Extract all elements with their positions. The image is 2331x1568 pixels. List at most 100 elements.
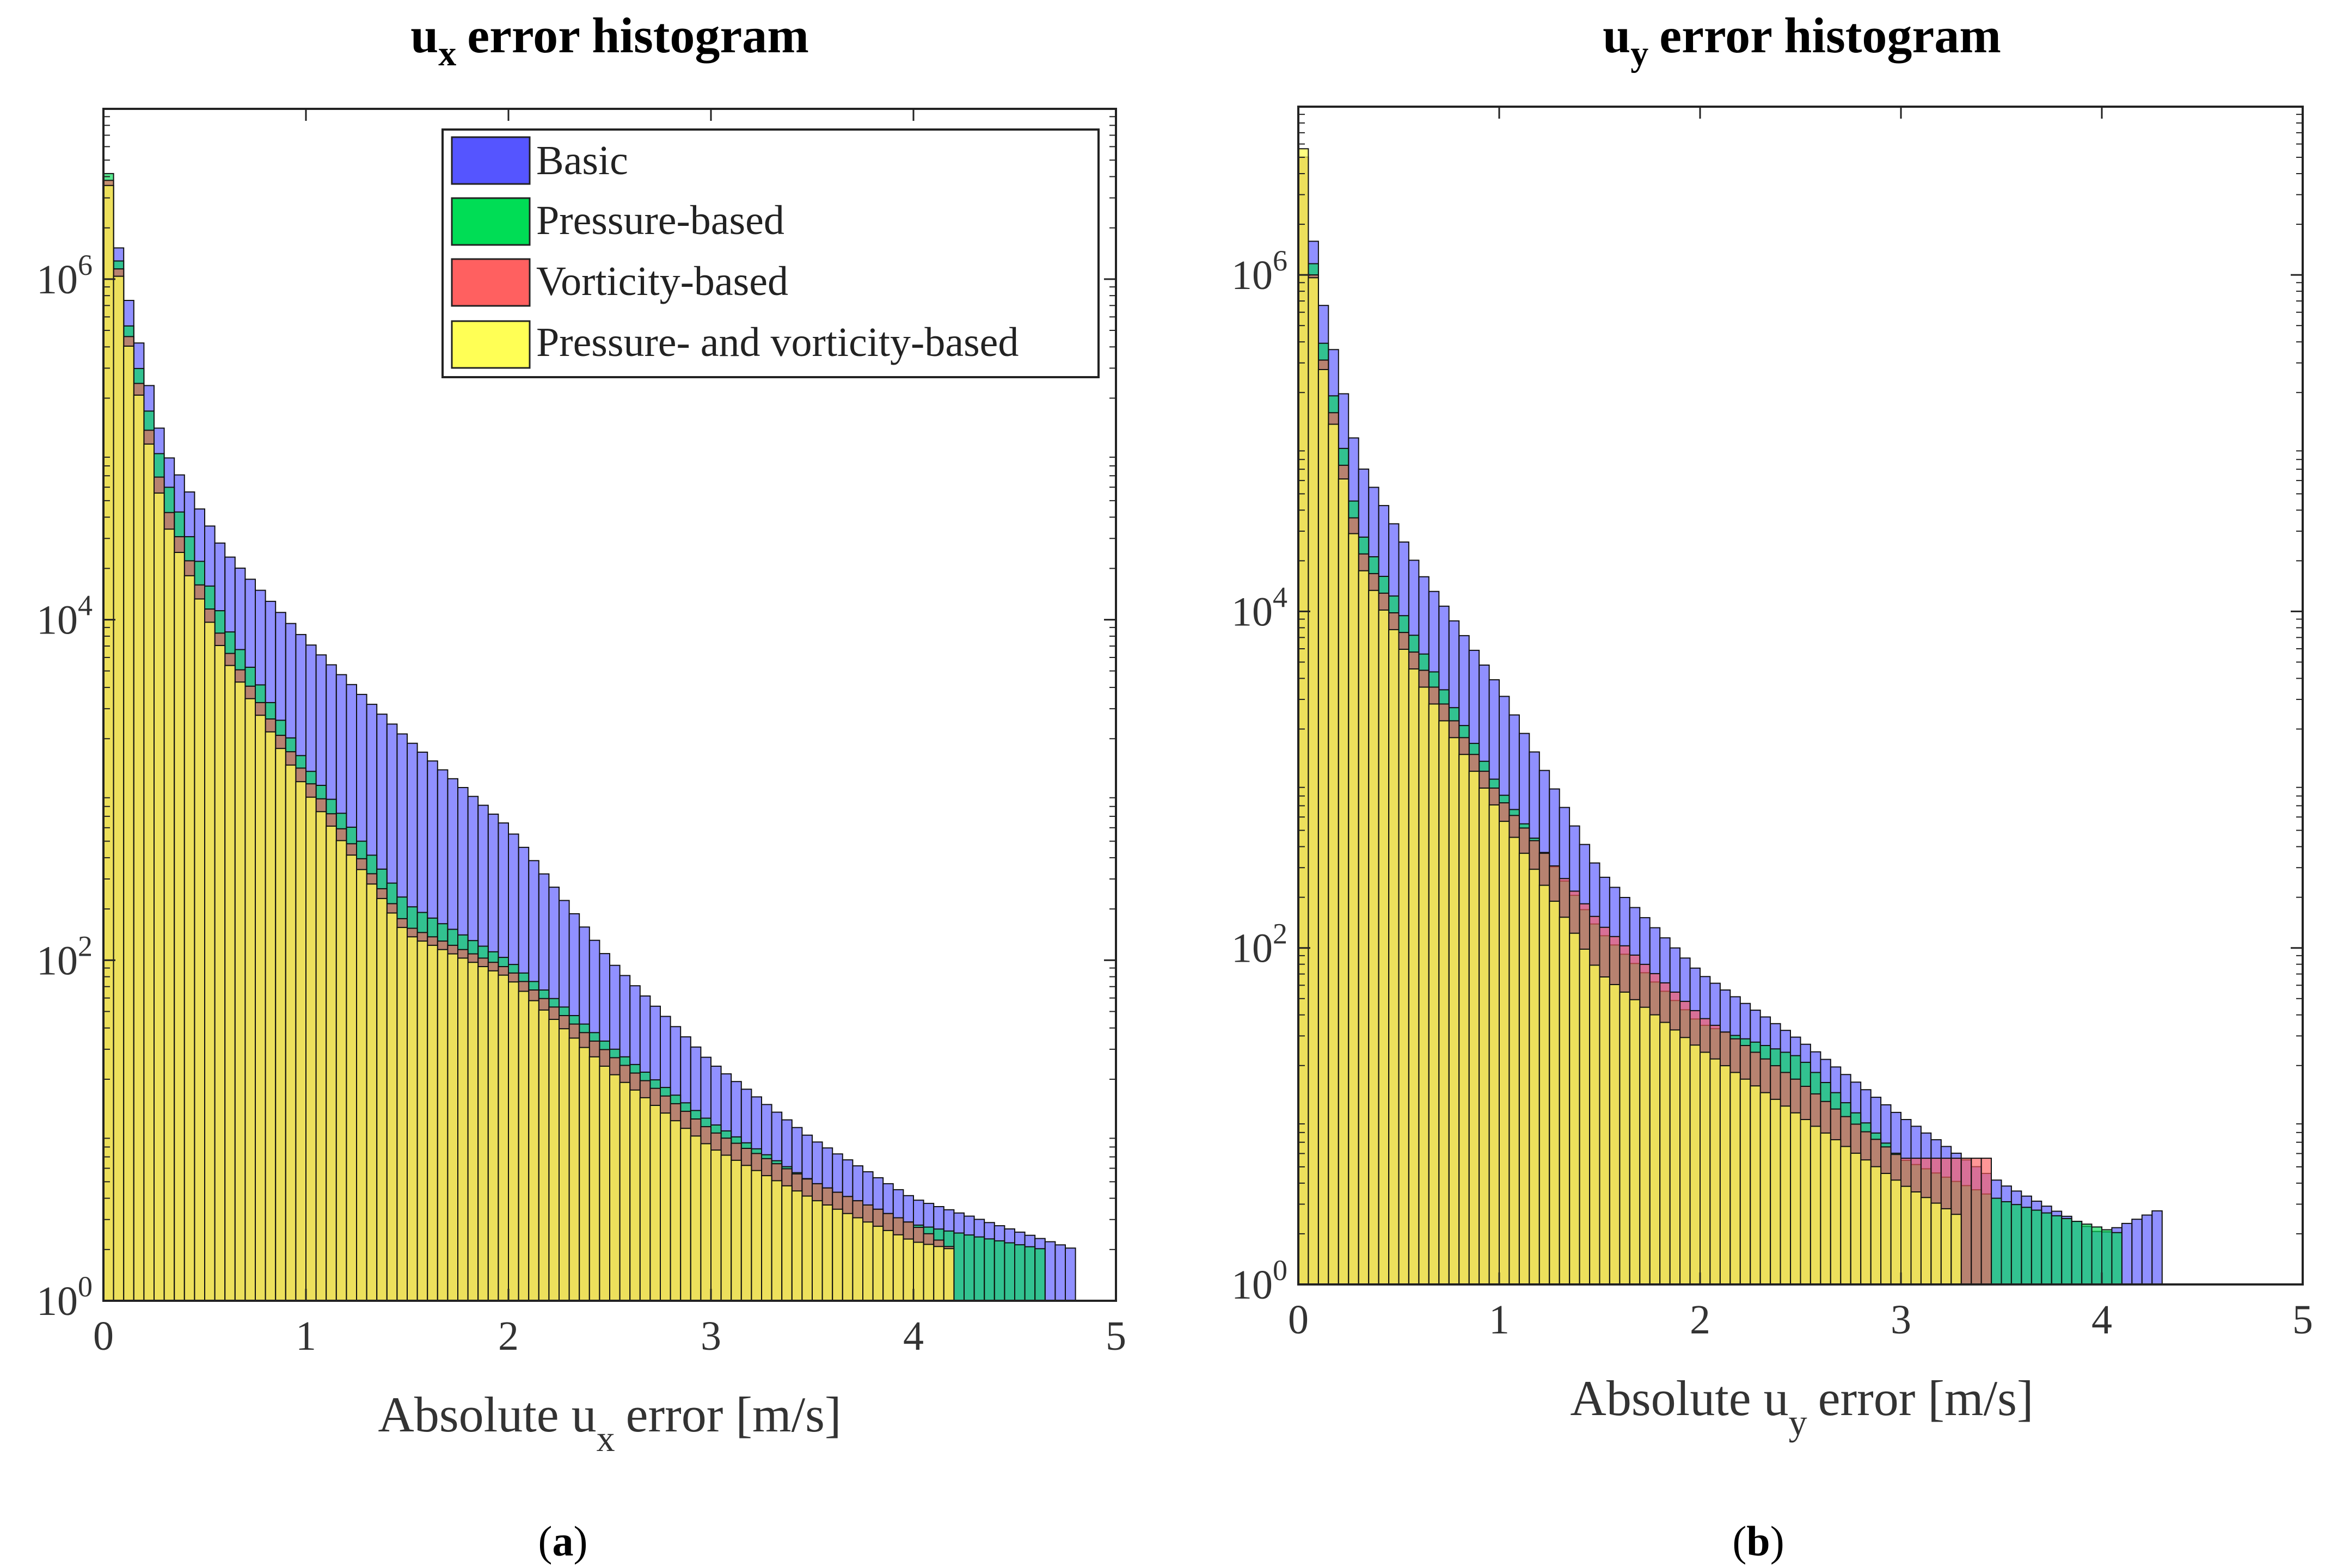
series-pressure-and-vorticity-based: [103, 185, 955, 1302]
histogram-bar: [518, 991, 530, 1301]
histogram-bar: [609, 1074, 621, 1301]
histogram-bar: [1739, 1078, 1751, 1286]
legend-swatch-basic: [451, 136, 531, 185]
histogram-bar: [1004, 1242, 1016, 1301]
histogram-bar: [1850, 1152, 1862, 1285]
histogram-bar: [133, 395, 145, 1301]
histogram-bar: [477, 966, 489, 1301]
histogram-bar: [2121, 1222, 2133, 1285]
histogram-bar: [194, 598, 205, 1301]
histogram-bar: [1438, 720, 1450, 1285]
series-pressure-and-vorticity-based: [1298, 148, 1962, 1286]
histogram-bar: [2071, 1221, 2083, 1286]
histogram-bar: [1408, 668, 1420, 1285]
histogram-bar: [214, 645, 226, 1301]
histogram-bar: [376, 897, 388, 1301]
histogram-bar: [933, 1246, 944, 1302]
histogram-bar: [1589, 964, 1600, 1285]
histogram-bar: [2061, 1217, 2072, 1285]
histogram-bar: [1709, 1058, 1721, 1285]
x-tick-label: 1: [1489, 1297, 1510, 1343]
x-tick-label: 2: [498, 1313, 519, 1359]
histogram-bar: [1669, 1029, 1681, 1286]
histogram-bar: [903, 1238, 915, 1302]
histogram-bar: [427, 944, 438, 1301]
legend-entry-vorticity-based: Vorticity-based: [451, 258, 788, 307]
panel-a-x-axis-label: Absolute ux error [m/s]: [378, 1387, 841, 1459]
histogram-bar: [457, 957, 469, 1301]
histogram-bar: [1529, 869, 1540, 1285]
histogram-bar: [1900, 1185, 1912, 1285]
histogram-bar: [2141, 1214, 2153, 1285]
panel-a-plot-frame: [102, 108, 1117, 1302]
histogram-bar: [1971, 1158, 1982, 1286]
panel-a-x-ticks: 0 1 2 3 4 5: [93, 109, 1126, 1359]
histogram-bar: [407, 936, 418, 1302]
x-tick-label: 1: [296, 1313, 316, 1359]
histogram-bar: [1609, 984, 1621, 1285]
histogram-bar: [1328, 423, 1339, 1285]
legend-box: [441, 128, 1100, 378]
x-tick-label: 0: [93, 1313, 114, 1359]
histogram-bar: [2101, 1229, 2113, 1285]
histogram-bar: [629, 1089, 641, 1302]
histogram-bar: [487, 970, 499, 1302]
histogram-bar: [1014, 1244, 1026, 1302]
histogram-bar: [1065, 1247, 1076, 1301]
histogram-bar: [1830, 1139, 1842, 1286]
histogram-bar: [1054, 1244, 1066, 1302]
histogram-bar: [761, 1175, 772, 1302]
histogram-bar: [1820, 1132, 1831, 1286]
histogram-bar: [599, 1066, 611, 1301]
histogram-bar: [1388, 629, 1400, 1285]
y-tick-label: 104: [1231, 581, 1287, 635]
panel-a: ux error histogram 100 102 104 106 0 1 2 3 4 5 Ab…: [36, 8, 1126, 1565]
histogram-bar: [103, 185, 114, 1301]
histogram-bar: [2091, 1226, 2103, 1285]
histogram-bar: [892, 1234, 904, 1302]
histogram-bar: [639, 1097, 651, 1302]
histogram-bar: [123, 346, 134, 1301]
x-tick-label: 5: [2292, 1297, 2313, 1343]
histogram-bar: [1034, 1248, 1046, 1302]
histogram-bar: [1488, 804, 1500, 1285]
histogram-bar: [1800, 1119, 1811, 1285]
histogram-bar: [1639, 1006, 1651, 1285]
panel-b-caption: (b): [1732, 1517, 1784, 1565]
histogram-bar: [619, 1081, 631, 1302]
legend: Basic Pressure-based Vorticity-based Pre…: [441, 128, 1100, 378]
histogram-bar: [204, 622, 216, 1301]
histogram-bar: [1700, 1052, 1711, 1286]
panel-b-x-axis-label: Absolute uy error [m/s]: [1570, 1370, 2033, 1443]
histogram-bar: [1991, 1197, 2002, 1286]
histogram-bar: [1308, 277, 1319, 1285]
histogram-bar: [842, 1213, 854, 1301]
legend-entry-pressure-and-vorticity-based: Pressure- and vorticity-based: [451, 319, 1019, 369]
histogram-bar: [993, 1240, 1005, 1301]
histogram-bar: [1619, 991, 1630, 1285]
histogram-bar: [568, 1037, 580, 1302]
histogram-bar: [1960, 1158, 1972, 1286]
histogram-bar: [781, 1185, 793, 1302]
histogram-bar: [1348, 533, 1359, 1285]
histogram-bar: [2041, 1212, 2052, 1286]
histogram-bar: [285, 764, 297, 1301]
histogram-bar: [973, 1236, 985, 1301]
histogram-bar: [771, 1180, 783, 1301]
histogram-bar: [832, 1208, 843, 1302]
histogram-bar: [2021, 1207, 2032, 1286]
histogram-bar: [1689, 1044, 1701, 1285]
histogram-bar: [1338, 478, 1349, 1285]
histogram-bar: [154, 492, 165, 1301]
histogram-bar: [2051, 1215, 2063, 1286]
y-tick-label: 100: [1231, 1254, 1287, 1308]
histogram-bar: [1920, 1197, 1932, 1286]
histogram-bar: [174, 552, 185, 1301]
histogram-bar: [224, 665, 236, 1301]
histogram-bar: [882, 1229, 894, 1301]
histogram-bar: [1729, 1072, 1741, 1285]
histogram-bar: [538, 1009, 550, 1302]
legend-label-basic: Basic: [536, 138, 628, 183]
histogram-bar: [498, 974, 510, 1301]
x-tick-label: 0: [1288, 1297, 1309, 1343]
